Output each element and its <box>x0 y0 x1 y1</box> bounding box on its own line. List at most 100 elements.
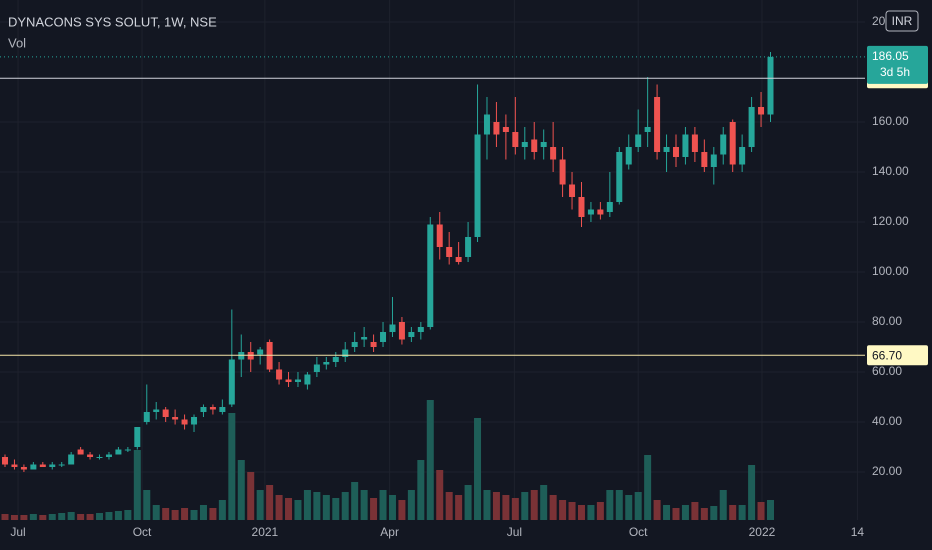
volume-bar <box>587 505 595 520</box>
volume-bar <box>729 505 737 520</box>
volume-bar <box>275 495 283 520</box>
candle-body <box>502 127 509 132</box>
y-tick-label: 20.00 <box>872 464 902 478</box>
candle-body <box>342 349 349 357</box>
candle-body <box>58 464 65 466</box>
y-tick-label: 140.00 <box>872 164 909 178</box>
volume-bar <box>549 495 557 520</box>
volume-bar <box>190 510 198 520</box>
volume-bar <box>710 506 718 520</box>
candle-body <box>691 134 698 152</box>
volume-bar <box>388 495 396 520</box>
volume-bar <box>96 513 104 520</box>
candle-body <box>436 224 443 247</box>
candle-body <box>200 407 207 412</box>
candle-body <box>172 417 179 420</box>
last-price-label: 186.05 <box>872 49 909 63</box>
candle-body <box>720 134 727 155</box>
volume-bar <box>691 502 699 520</box>
volume-bar <box>596 502 604 520</box>
candle-body <box>493 122 500 135</box>
volume-bar <box>247 472 255 520</box>
candle-body <box>550 147 557 160</box>
candle-body <box>115 449 122 455</box>
x-tick-label: 2021 <box>252 525 279 539</box>
candle-body <box>739 147 746 165</box>
volume-bar <box>218 500 226 520</box>
candle-body <box>540 142 547 147</box>
candle-body <box>710 154 717 167</box>
volume-bar <box>370 498 378 520</box>
candle-body <box>96 457 103 458</box>
candle-body <box>257 349 264 355</box>
volume-bar <box>483 490 491 520</box>
volume-bar <box>29 514 37 520</box>
volume-bar <box>511 498 519 520</box>
candle-body <box>427 224 434 327</box>
candle-body <box>398 322 405 340</box>
candle-body <box>635 134 642 147</box>
volume-bar <box>313 492 321 520</box>
candle-body <box>285 379 292 382</box>
x-tick-label: Apr <box>380 525 399 539</box>
volume-bar <box>114 511 122 520</box>
candle-body <box>228 359 235 405</box>
volume-bar <box>436 470 444 520</box>
candle-body <box>417 327 424 332</box>
volume-bar <box>143 490 151 520</box>
candle-body <box>143 412 150 422</box>
volume-bar <box>294 500 302 520</box>
candle-body <box>2 457 9 465</box>
countdown-label: 3d 5h <box>880 65 910 79</box>
x-tick-label: 14 <box>851 525 865 539</box>
volume-bar <box>332 498 340 520</box>
line-label: 66.70 <box>872 348 902 362</box>
y-tick-label: 100.00 <box>872 264 909 278</box>
volume-bar <box>417 460 425 520</box>
volume-bar <box>1 514 9 520</box>
candle-body <box>616 152 623 202</box>
volume-bar <box>615 490 623 520</box>
volume-bar <box>360 490 368 520</box>
volume-bar <box>285 498 293 520</box>
volume-bar <box>700 508 708 520</box>
candle-body <box>351 342 358 347</box>
volume-bar <box>502 495 510 520</box>
candle-body <box>304 374 311 385</box>
volume-bar <box>625 495 633 520</box>
candle-body <box>219 407 226 412</box>
y-tick-label: 160.00 <box>872 114 909 128</box>
volume-bar <box>681 505 689 520</box>
volume-bar <box>303 490 311 520</box>
candle-body <box>162 409 169 417</box>
candle-body <box>758 107 765 115</box>
candle-body <box>49 464 56 467</box>
volume-bar <box>48 514 56 520</box>
volume-bar <box>606 490 614 520</box>
y-tick-label: 60.00 <box>872 364 902 378</box>
candle-body <box>682 134 689 157</box>
volume-bar <box>474 418 482 520</box>
candle-body <box>380 332 387 342</box>
volume-bar <box>171 510 179 520</box>
volume-bar <box>738 505 746 520</box>
volume-bar <box>559 500 567 520</box>
volume-bar <box>530 490 538 520</box>
volume-bar <box>322 495 330 520</box>
candle-body <box>559 159 566 185</box>
volume-bar <box>464 485 472 520</box>
candle-body <box>313 364 320 372</box>
volume-bar <box>199 505 207 520</box>
volume-bar <box>266 485 274 520</box>
x-tick-label: Jul <box>507 525 522 539</box>
candle-body <box>701 152 708 167</box>
volume-bar <box>379 490 387 520</box>
volume-bar <box>521 492 529 520</box>
candle-body <box>209 407 216 410</box>
volume-bar <box>398 500 406 520</box>
candle-body <box>87 454 94 457</box>
candle-body <box>124 449 131 451</box>
volume-bar <box>748 465 756 520</box>
candle-body <box>569 184 576 197</box>
